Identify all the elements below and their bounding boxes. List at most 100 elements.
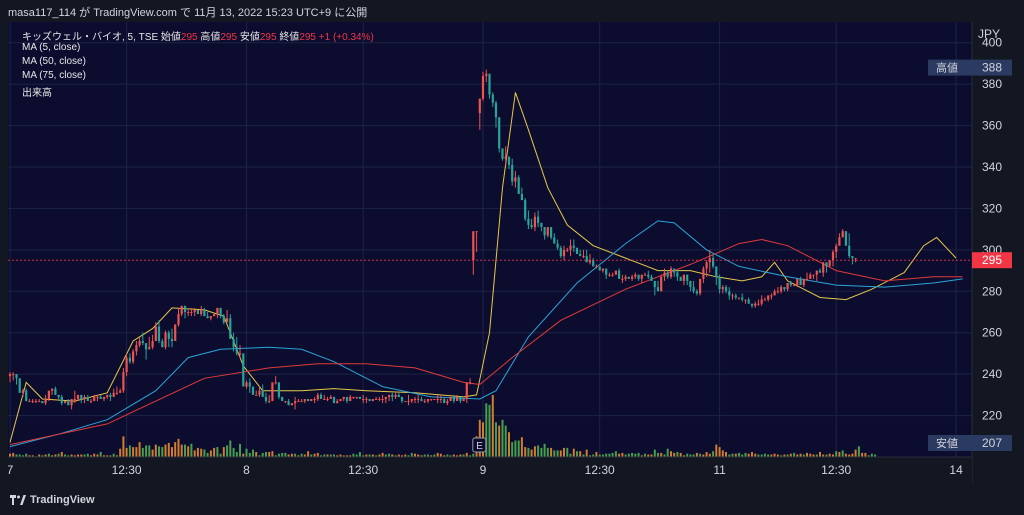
candle-body	[618, 270, 621, 279]
volume-bar	[770, 454, 773, 457]
candle-body	[251, 386, 255, 395]
legend-ma75[interactable]: MA (75, close)	[22, 70, 86, 81]
candle-body	[540, 222, 543, 227]
candle-body	[838, 237, 841, 246]
volume-bar	[546, 447, 549, 457]
volume-bar	[789, 453, 792, 457]
candle-body	[533, 216, 536, 228]
candle-body	[277, 382, 280, 397]
candle-body	[841, 231, 844, 238]
volume-bar	[333, 454, 335, 457]
candle-body	[86, 396, 89, 401]
volume-bar	[352, 453, 355, 457]
candle-body	[666, 272, 669, 277]
candle-body	[844, 231, 847, 246]
volume-bar	[592, 454, 595, 457]
volume-bar	[148, 445, 151, 457]
candle-body	[38, 401, 41, 403]
volume-bar	[381, 452, 384, 457]
volume-bar	[491, 395, 494, 457]
volume-bar	[614, 451, 617, 457]
candle-body	[663, 272, 666, 277]
candle-body	[410, 399, 413, 402]
volume-bar	[679, 452, 682, 457]
candle-body	[170, 338, 174, 341]
volume-bar	[154, 444, 157, 457]
event-marker-label: E	[476, 441, 483, 452]
volume-bar	[689, 454, 692, 457]
candle-body	[76, 394, 80, 399]
volume-bar	[550, 447, 553, 457]
volume-bar	[605, 453, 608, 457]
candle-body	[754, 303, 757, 306]
candle-body	[582, 256, 585, 258]
volume-bar	[255, 452, 258, 457]
candle-body	[41, 401, 44, 404]
volume-bar	[394, 455, 397, 457]
volume-bar	[346, 455, 348, 457]
candle-body	[99, 396, 102, 399]
volume-bar	[420, 455, 423, 457]
y-tick-label: 360	[982, 119, 1002, 133]
candle-body	[592, 260, 595, 267]
candle-body	[679, 276, 682, 281]
candle-body	[747, 299, 750, 304]
volume-bar	[874, 454, 877, 457]
volume-bar	[653, 449, 656, 457]
candle-body	[572, 245, 575, 248]
legend-ma5[interactable]: MA (5, close)	[22, 42, 81, 53]
volume-bar	[138, 442, 141, 457]
legend-volume[interactable]: 出来高	[22, 88, 52, 99]
volume-bar	[498, 425, 501, 457]
candle-body	[64, 401, 67, 404]
candle-body	[281, 396, 284, 401]
x-tick-label: 7	[8, 463, 14, 477]
volume-bar	[430, 455, 433, 457]
candle-body	[763, 299, 766, 301]
candle-body	[213, 314, 216, 317]
volume-bar	[336, 455, 339, 457]
volume-bar	[819, 452, 821, 457]
candle-body	[25, 390, 28, 402]
chart-frame[interactable]: E JPY 220 240 260 280 300 320 340 360 380 400 高値 388 安…	[8, 22, 1016, 485]
ma50-line	[9, 220, 963, 448]
candle-body	[332, 396, 336, 404]
volume-bar	[414, 453, 416, 457]
candle-body	[728, 291, 731, 296]
high-tag-label: 高値	[936, 61, 958, 75]
volume-bar	[695, 452, 698, 457]
volume-bar	[213, 447, 216, 457]
volume-bar	[488, 404, 491, 457]
volume-bar	[167, 442, 170, 457]
volume-bar	[621, 452, 624, 457]
symbol-title[interactable]: キッズウェル・バイオ, 5, TSE	[22, 32, 159, 43]
volume-bar	[151, 449, 154, 457]
legend-ma50[interactable]: MA (50, close)	[22, 56, 86, 67]
volume-bar	[174, 442, 177, 457]
candle-body	[167, 332, 170, 339]
volume-bar	[38, 454, 41, 457]
candle-body	[585, 256, 588, 263]
volume-bar	[410, 452, 413, 457]
candle-body	[128, 357, 131, 362]
candle-body	[783, 287, 786, 290]
high-value-box	[972, 59, 1012, 76]
volume-bar	[96, 454, 99, 457]
candle-body	[446, 401, 449, 404]
candle-body	[854, 258, 857, 260]
volume-bar	[715, 444, 718, 457]
candle-body	[161, 341, 164, 348]
candle-body	[115, 392, 118, 394]
candle-body	[235, 347, 238, 354]
volume-bar	[54, 454, 57, 457]
volume-bar	[572, 448, 575, 457]
candle-body	[141, 341, 144, 344]
volume-bar	[93, 453, 96, 457]
volume-bar	[294, 453, 297, 457]
last-price-value: 295	[982, 253, 1002, 267]
volume-bar	[517, 440, 520, 457]
candle-body	[12, 374, 15, 376]
candle-body	[349, 396, 352, 401]
open-value: 295	[180, 32, 198, 43]
